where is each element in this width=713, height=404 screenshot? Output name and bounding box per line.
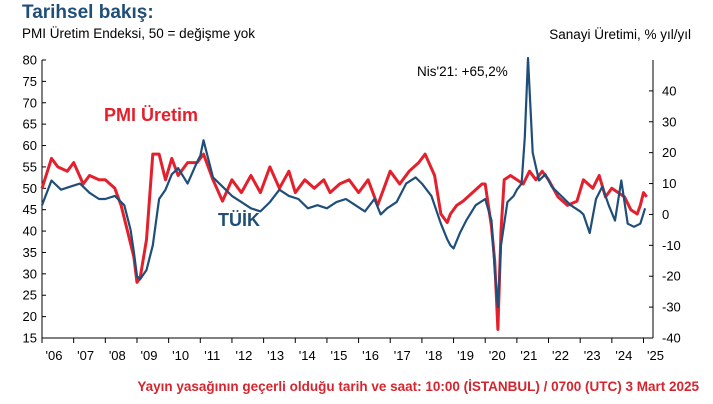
right-tick-label: -20	[662, 269, 681, 284]
left-tick-label: 30	[23, 266, 37, 281]
chart-subtitle: PMI Üretim Endeksi, 50 = değişme yok	[22, 26, 255, 41]
x-tick-label: '22	[552, 348, 569, 363]
left-tick-label: 40	[23, 224, 37, 239]
x-tick-label: '09	[140, 348, 157, 363]
left-tick-label: 45	[23, 202, 37, 217]
left-axis: 15 20 25 30 35 40 45 50 55 60 65 70 75 80	[23, 53, 46, 346]
left-tick-label: 50	[23, 181, 37, 196]
peak-annotation: Nis'21: +65,2%	[417, 64, 508, 79]
series-group	[40, 56, 648, 331]
x-tick-label: '21	[520, 348, 537, 363]
x-tick-label: '20	[489, 348, 506, 363]
x-tick-label: '17	[394, 348, 411, 363]
x-tick-label: '13	[267, 348, 284, 363]
x-tick-label: '19	[457, 348, 474, 363]
x-tick-label: '06	[46, 348, 63, 363]
x-tick-label: '23	[584, 348, 601, 363]
left-tick-label: 15	[23, 331, 37, 346]
x-tick-label: '07	[77, 348, 94, 363]
x-tick-label: '14	[299, 348, 316, 363]
x-tick-label: '10	[172, 348, 189, 363]
x-tick-label: '12	[235, 348, 252, 363]
right-axis-title: Sanayi Üretimi, % yıl/yıl	[549, 27, 691, 42]
left-tick-label: 60	[23, 138, 37, 153]
x-axis: '06 '07 '08 '09 '10 '11 '12 '13 '14 '15 '16 '17 '18 '…	[41, 338, 664, 363]
x-tick-label: '11	[204, 348, 220, 363]
left-tick-label: 25	[23, 288, 37, 303]
x-tick-label: '24	[615, 348, 632, 363]
right-tick-label: -40	[662, 331, 681, 346]
series-label-pmi: PMI Üretim	[104, 105, 198, 125]
x-tick-label: '18	[425, 348, 442, 363]
series-label-tuik: TÜİK	[218, 210, 260, 230]
right-axis: -40 -30 -20 -10 0 10 20 30 40	[649, 83, 681, 346]
right-tick-label: -10	[662, 238, 681, 253]
x-tick-label: '15	[330, 348, 347, 363]
x-tick-label: '16	[362, 348, 379, 363]
left-tick-label: 75	[23, 74, 37, 89]
right-tick-label: -30	[662, 300, 681, 315]
left-tick-label: 20	[23, 309, 37, 324]
chart-title: Tarihsel bakış:	[22, 2, 154, 23]
left-tick-label: 65	[23, 117, 37, 132]
right-tick-label: 30	[662, 114, 676, 129]
left-tick-label: 80	[23, 53, 37, 68]
left-tick-label: 55	[23, 159, 37, 174]
right-tick-label: 40	[662, 83, 676, 98]
x-tick-label: '25	[647, 348, 664, 363]
embargo-footer: Yayın yasağının geçerli olduğu tarih ve …	[137, 379, 699, 394]
right-tick-label: 0	[662, 207, 669, 222]
x-tick-label: '08	[109, 348, 126, 363]
left-tick-label: 70	[23, 95, 37, 110]
series-line-tuik	[40, 56, 647, 309]
plot-frame	[41, 60, 654, 339]
right-tick-label: 20	[662, 145, 676, 160]
left-tick-label: 35	[23, 245, 37, 260]
right-tick-label: 10	[662, 176, 676, 191]
